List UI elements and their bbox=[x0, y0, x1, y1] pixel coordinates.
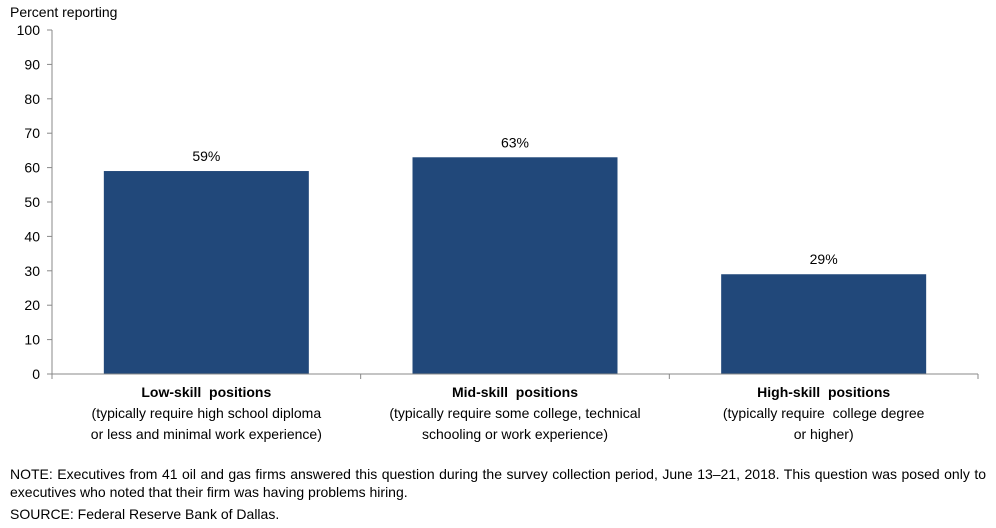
y-tick-label: 40 bbox=[24, 228, 40, 244]
bar bbox=[412, 157, 618, 374]
y-tick-label: 10 bbox=[24, 332, 40, 348]
y-tick-label: 60 bbox=[24, 160, 40, 176]
x-axis: Low-skill positions (typically require hi… bbox=[51, 373, 979, 442]
y-tick-label: 80 bbox=[24, 91, 40, 107]
bar bbox=[721, 274, 927, 374]
category-description: (typically require some college, technic… bbox=[389, 405, 640, 421]
y-tick-label: 50 bbox=[24, 194, 40, 210]
note-text: NOTE: Executives from 41 oil and gas fir… bbox=[10, 466, 986, 500]
y-tick-label: 100 bbox=[17, 22, 41, 38]
y-axis-title: Percent reporting bbox=[10, 4, 117, 20]
bar-chart: Percent reporting 0 10 20 30 40 50 60 70 80 90 100… bbox=[10, 4, 979, 442]
y-axis: 0 10 20 30 40 50 60 70 80 90 100 bbox=[17, 22, 53, 382]
data-label: 59% bbox=[192, 148, 220, 164]
category-description: (typically require high school diploma bbox=[92, 405, 322, 421]
bar bbox=[103, 171, 309, 374]
source-text: SOURCE: Federal Reserve Bank of Dallas. bbox=[10, 506, 280, 522]
category-label: High-skill positions bbox=[757, 384, 890, 400]
category-label: Low-skill positions bbox=[141, 384, 271, 400]
category-description: or higher) bbox=[794, 426, 854, 442]
bars: 59% 63% 29% bbox=[103, 134, 927, 374]
y-tick-label: 90 bbox=[24, 56, 40, 72]
category-description: (typically require college degree bbox=[723, 405, 925, 421]
y-tick-label: 20 bbox=[24, 297, 40, 313]
category-label: Mid-skill positions bbox=[452, 384, 578, 400]
data-label: 63% bbox=[501, 134, 529, 150]
y-tick-label: 70 bbox=[24, 125, 40, 141]
y-tick-label: 30 bbox=[24, 263, 40, 279]
y-tick-label: 0 bbox=[32, 366, 40, 382]
category-description: or less and minimal work experience) bbox=[91, 426, 322, 442]
data-label: 29% bbox=[810, 251, 838, 267]
category-description: schooling or work experience) bbox=[422, 426, 608, 442]
